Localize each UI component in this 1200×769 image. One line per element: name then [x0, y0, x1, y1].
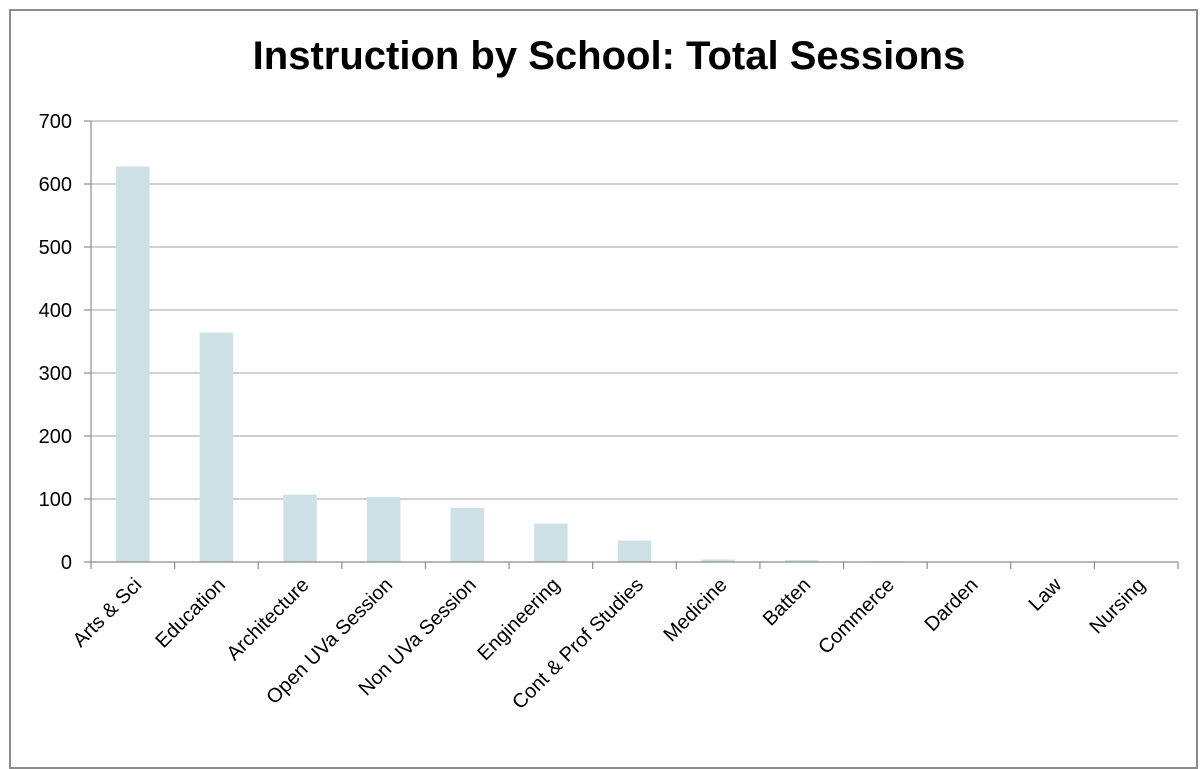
bar [450, 507, 484, 562]
y-tick-label: 600 [39, 174, 72, 196]
bar [283, 494, 317, 562]
x-tick-label: Architecture [223, 574, 314, 665]
bar [199, 332, 234, 562]
x-tick-label: Nursing [1085, 574, 1149, 638]
x-tick-label: Education [151, 574, 229, 652]
grid-lines [84, 120, 1178, 563]
y-tick-label: 300 [39, 363, 72, 385]
x-tick-label: Engineering [473, 574, 564, 665]
chart-title: Instruction by School: Total Sessions [252, 34, 966, 78]
y-tick-label: 500 [39, 237, 72, 259]
bar [116, 166, 150, 563]
y-tick-label: 0 [61, 552, 72, 574]
x-tick-label: Commerce [814, 574, 899, 659]
y-tick-label: 200 [39, 426, 72, 448]
x-tick-label: Law [1025, 574, 1067, 616]
axes [90, 121, 1179, 569]
x-tick-label: Darden [921, 574, 983, 636]
bars [116, 166, 903, 563]
bar [785, 560, 819, 562]
y-tick-label: 700 [39, 111, 72, 133]
y-tick-label: 100 [39, 489, 72, 511]
y-tick-label: 400 [39, 300, 72, 322]
x-tick-label: Arts & Sci [69, 574, 147, 652]
x-tick-label: Batten [759, 574, 815, 630]
bar [617, 540, 652, 562]
bar [366, 497, 401, 562]
y-tick-labels: 0 100 200 300 400 500 600 700 [39, 111, 72, 574]
x-tick-label: Medicine [659, 574, 731, 646]
bar [534, 523, 568, 562]
bar [701, 559, 735, 562]
